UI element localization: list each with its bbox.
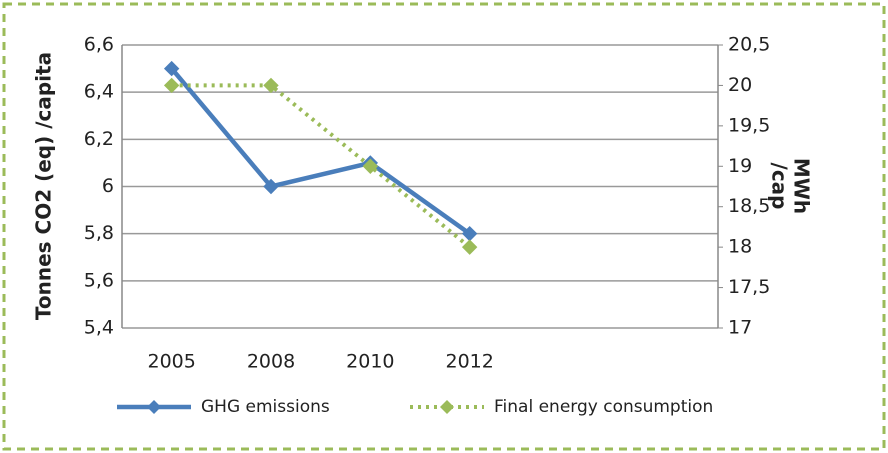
series-line [171, 83, 471, 249]
x-tick-label: 2010 [346, 351, 394, 373]
marker [163, 77, 180, 94]
y2-tick-label: 19 [728, 155, 752, 177]
y-tick-label: 5,6 [84, 269, 114, 291]
series-line [169, 67, 471, 236]
y2-tick-label: 19,5 [728, 114, 770, 136]
marker [263, 77, 279, 94]
marker [461, 239, 478, 255]
y2-tick-label: 20 [728, 74, 752, 96]
x-tick-label: 2008 [247, 351, 295, 373]
legend-marker [147, 400, 161, 414]
y-tick-label: 5,4 [84, 317, 114, 339]
y-tick-label: 6,4 [84, 81, 114, 103]
legend-label: Final energy consumption [494, 397, 713, 417]
y2-axis-label: /cap [768, 163, 792, 210]
y2-tick-label: 17 [728, 317, 752, 339]
y-tick-label: 6 [102, 175, 114, 197]
y2-tick-label: 18,5 [728, 195, 770, 217]
y2-tick-label: 20,5 [728, 34, 770, 56]
y-tick-label: 6,2 [84, 128, 114, 150]
y-tick-label: 6,6 [84, 34, 114, 56]
legend-label: GHG emissions [201, 397, 330, 417]
y-axis-label: Tonnes CO2 (eq) /capita [32, 52, 56, 320]
y-tick-label: 5,8 [84, 222, 114, 244]
y2-axis-label: MWh [790, 158, 814, 214]
marker [362, 158, 379, 174]
x-tick-label: 2005 [147, 351, 195, 373]
x-tick-label: 2012 [445, 351, 493, 373]
legend-marker [440, 400, 454, 414]
marker [163, 60, 180, 77]
y2-tick-label: 17,5 [728, 276, 770, 298]
marker [263, 178, 279, 195]
y2-tick-label: 18 [728, 236, 752, 258]
